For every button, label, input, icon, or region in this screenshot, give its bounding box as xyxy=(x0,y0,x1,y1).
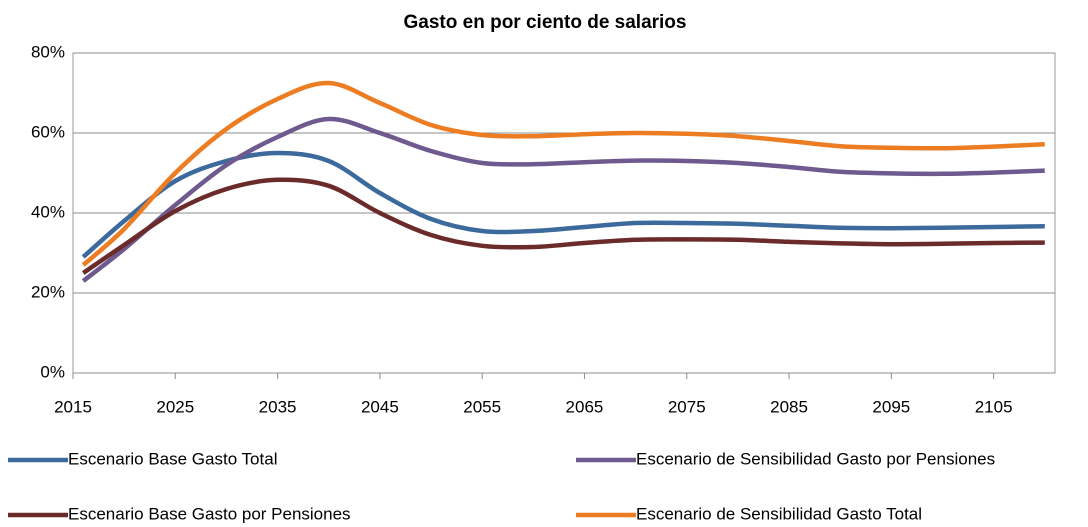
x-tick-label: 2105 xyxy=(975,397,1013,416)
line xyxy=(81,177,1045,275)
legend-label: Escenario Base Gasto por Pensiones xyxy=(68,504,351,523)
x-tick-label: 2075 xyxy=(668,397,706,416)
legend-label: Escenario de Sensibilidad Gasto por Pens… xyxy=(636,449,995,468)
y-tick-label: 60% xyxy=(31,122,65,141)
y-tick-label: 20% xyxy=(31,282,65,301)
y-tick-label: 0% xyxy=(40,362,65,381)
line xyxy=(81,150,1045,259)
x-tick-label: 2045 xyxy=(361,397,399,416)
chart-title: Gasto en por ciento de salarios xyxy=(404,12,687,33)
line xyxy=(81,80,1045,267)
legend-label: Escenario Base Gasto Total xyxy=(68,449,277,468)
x-tick-label: 2025 xyxy=(156,397,194,416)
x-tick-label: 2015 xyxy=(54,397,92,416)
y-tick-label: 80% xyxy=(31,42,65,61)
line xyxy=(81,116,1045,283)
x-tick-label: 2055 xyxy=(463,397,501,416)
legend-label: Escenario de Sensibilidad Gasto Total xyxy=(636,504,922,523)
x-tick-label: 2095 xyxy=(872,397,910,416)
y-tick-label: 40% xyxy=(31,202,65,221)
x-tick-label: 2035 xyxy=(259,397,297,416)
x-tick-label: 2085 xyxy=(770,397,808,416)
x-tick-label: 2065 xyxy=(566,397,604,416)
